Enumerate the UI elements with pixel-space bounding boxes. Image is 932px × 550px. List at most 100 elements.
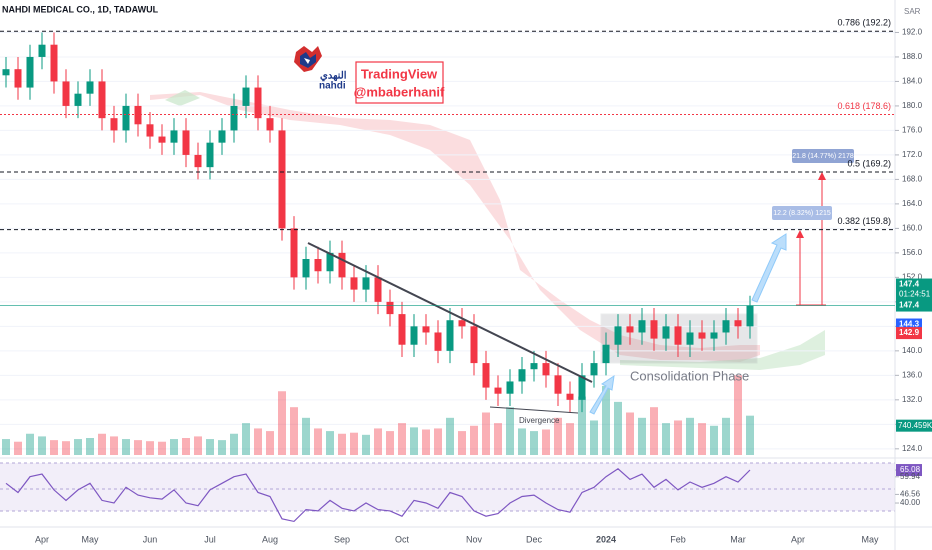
volume-bar xyxy=(410,427,418,455)
y-tick-label: 176.0 xyxy=(902,126,923,135)
last-price-label: 147.4 xyxy=(899,280,920,289)
candle-body xyxy=(434,332,442,351)
last-price-label: 147.4 xyxy=(899,301,920,310)
volume-bar xyxy=(194,436,202,455)
volume-bar xyxy=(218,440,226,455)
candle-body xyxy=(614,326,622,345)
volume-bar xyxy=(614,401,622,455)
volume-bar xyxy=(554,417,562,455)
x-tick-label: Jul xyxy=(204,534,216,544)
projection-arrow xyxy=(751,233,787,303)
candle-body xyxy=(14,69,22,88)
y-tick-label: 180.0 xyxy=(902,101,923,110)
volume-bar xyxy=(146,441,154,455)
logo-arabic: النهدي xyxy=(320,71,347,82)
volume-bar xyxy=(590,420,598,455)
candle-body xyxy=(530,363,538,370)
candle-body xyxy=(602,344,610,364)
volume-bar xyxy=(158,441,166,455)
volume-bar xyxy=(362,434,370,455)
candle-body xyxy=(674,326,682,345)
last-price-tag xyxy=(896,299,932,312)
volume-bar xyxy=(38,436,46,455)
watermark-text: @mbaberhanif xyxy=(354,84,445,99)
volume-bar xyxy=(338,433,346,455)
volume-bar xyxy=(2,439,10,455)
ichimoku-cloud xyxy=(165,90,200,106)
candle-body xyxy=(146,124,154,137)
y-tick-label: 192.0 xyxy=(902,28,923,37)
volume-bar xyxy=(386,431,394,455)
candle-body xyxy=(362,277,370,290)
rsi-band xyxy=(0,463,895,511)
candle-body xyxy=(554,375,562,394)
candle-body xyxy=(746,305,754,327)
ichimoku-cloud-future xyxy=(620,330,825,370)
candle-body xyxy=(182,130,190,155)
candle-body xyxy=(482,363,490,388)
indicator-tag xyxy=(896,327,922,340)
fib-label: 0.5 (169.2) xyxy=(847,158,891,168)
volume-bar xyxy=(422,429,430,455)
volume-bar xyxy=(230,433,238,455)
volume-bar xyxy=(254,428,262,455)
candle-body xyxy=(2,69,10,76)
measure-arrowhead xyxy=(818,172,826,180)
chart-title: NAHDI MEDICAL CO., 1D, TADAWUL xyxy=(2,4,159,14)
fib-label: 0.786 (192.2) xyxy=(837,18,891,28)
x-tick-label: May xyxy=(81,534,99,544)
marks xyxy=(0,31,895,455)
y-tick-label: 168.0 xyxy=(902,175,923,184)
y-tick-label: 124.0 xyxy=(902,444,923,453)
volume-bar xyxy=(674,420,682,455)
candle-body xyxy=(218,130,226,143)
volume-bar xyxy=(602,385,610,455)
consolidation-label: Consolidation Phase xyxy=(630,368,749,383)
candle-body xyxy=(278,130,286,229)
candle-body xyxy=(170,130,178,143)
volume-tag xyxy=(896,419,932,432)
candle-body xyxy=(74,93,82,106)
x-tick-label: Mar xyxy=(730,534,746,544)
candle-body xyxy=(50,44,58,82)
candle-body xyxy=(458,320,466,327)
volume-bar xyxy=(566,423,574,455)
candle-body xyxy=(398,314,406,345)
volume-label: 740.459K xyxy=(898,421,932,430)
candle-body xyxy=(206,142,214,168)
countdown: 01:24:51 xyxy=(899,290,931,299)
candle-body xyxy=(242,87,250,106)
volume-bar xyxy=(374,428,382,455)
volume-bar xyxy=(446,417,454,455)
candle-body xyxy=(350,277,358,290)
volume-bar xyxy=(686,417,694,455)
y-tick-label: 164.0 xyxy=(902,199,923,208)
candle-body xyxy=(386,301,394,315)
measure-arrowhead xyxy=(796,230,804,238)
x-tick-label: Apr xyxy=(35,534,49,544)
volume-bar xyxy=(398,423,406,455)
candle-body xyxy=(410,326,418,345)
volume-bar xyxy=(110,436,118,455)
y-tick-label: 136.0 xyxy=(902,370,923,379)
volume-bar xyxy=(206,439,214,455)
volume-bar xyxy=(98,433,106,455)
candle-body xyxy=(650,320,658,339)
candle-body xyxy=(422,326,430,333)
candle-body xyxy=(374,277,382,302)
watermark-text: TradingView xyxy=(361,66,438,81)
volume-bar xyxy=(86,438,94,455)
volume-bar xyxy=(62,441,70,455)
watermark-box xyxy=(355,61,444,104)
x-tick-label: Dec xyxy=(526,534,543,544)
x-tick-label: Nov xyxy=(466,534,483,544)
candle-body xyxy=(302,259,310,278)
volume-bar xyxy=(746,415,754,455)
x-tick-label: Oct xyxy=(395,534,410,544)
measure-box xyxy=(772,206,832,220)
divergence-label: Divergence xyxy=(519,416,560,425)
ichimoku-cloud xyxy=(150,92,760,362)
projection-arrow xyxy=(589,374,615,415)
indicator-label: 142.9 xyxy=(899,328,920,337)
